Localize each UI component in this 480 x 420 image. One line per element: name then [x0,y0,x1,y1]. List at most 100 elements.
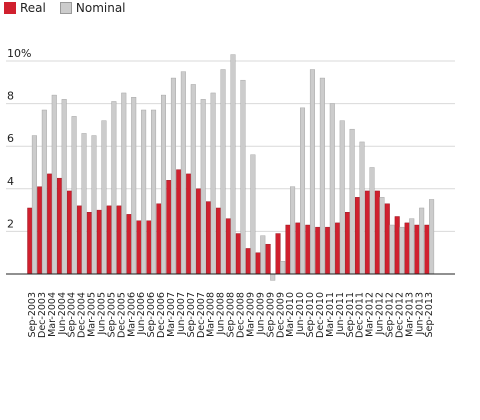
x-axis-labels: Sep-2003Dec-2003Mar-2004Jun-2004Sep-2004… [27,292,435,338]
bar-nominal [359,141,365,275]
x-tick-label: Dec-2011 [355,292,366,338]
y-axis-ticks: 2 4 6 8 10% [7,47,31,230]
bar-real [136,220,142,275]
x-tick-label: Mar-2012 [365,292,376,337]
legend-item-real: Real [4,1,46,15]
x-tick-label: Sep-2003 [27,292,38,338]
bar-real [116,205,122,275]
bar-nominal [31,135,37,275]
bar-nominal [389,224,395,275]
x-tick-label: Jun-2004 [57,292,68,335]
bar-real [374,190,380,275]
bar-real [275,233,281,275]
bar-nominal [270,273,276,281]
bar-real [86,212,92,275]
bar-nominal [170,77,176,275]
x-tick-label: Sep-2008 [226,292,237,338]
bar-nominal [429,199,435,275]
x-tick-label: Mar-2010 [285,292,296,337]
legend-swatch-nominal [59,2,72,14]
bar-real [315,226,321,275]
x-tick-label: Mar-2006 [126,292,137,337]
x-tick-label: Mar-2011 [325,292,336,337]
bar-real [196,188,202,275]
bar-nominal [200,99,206,275]
x-tick-label: Dec-2004 [77,292,88,338]
bar-nominal [240,79,246,275]
x-tick-label: Mar-2008 [206,292,217,337]
x-tick-label: Jun-2006 [136,292,147,335]
bar-real [57,177,63,275]
y-tick-label: 6 [7,132,14,145]
legend-item-nominal: Nominal [59,1,126,15]
x-tick-label: Dec-2009 [275,292,286,338]
x-tick-label: Mar-2004 [47,292,58,337]
bar-real [176,169,182,275]
x-tick-label: Sep-2006 [146,292,157,338]
x-tick-label: Dec-2008 [236,292,247,338]
x-tick-label: Sep-2011 [345,292,356,338]
x-tick-label: Jun-2010 [295,292,306,335]
bar-real [215,207,221,275]
bar-real [225,218,231,275]
bar-nominal [81,133,87,275]
x-tick-label: Dec-2012 [394,292,405,338]
bar-real [37,186,43,275]
x-tick-label: Sep-2013 [424,292,435,338]
bar-real [47,173,53,275]
x-tick-label: Jun-2005 [97,292,108,335]
bar-real [206,201,212,275]
bar-real [156,203,162,275]
bar-nominal [141,109,147,275]
bars [27,54,435,281]
x-tick-label: Sep-2012 [384,292,395,338]
bar-nominal [419,207,425,275]
bar-real [146,220,152,275]
bar-real [106,205,112,275]
bar-real [255,252,261,275]
bar-nominal [101,120,107,275]
bar-nominal [379,197,385,275]
bar-nominal [151,109,157,275]
bar-real [67,190,73,275]
bar-nominal [160,94,166,275]
x-tick-label: Dec-2003 [37,292,48,338]
bar-real [295,222,301,275]
bar-real [186,173,192,275]
bar-nominal [339,120,345,275]
x-tick-label: Mar-2005 [87,292,98,337]
bar-nominal [369,167,375,275]
bar-nominal [250,154,256,275]
x-tick-label: Mar-2007 [166,292,177,337]
bar-nominal [409,218,415,275]
bar-real [424,224,430,275]
x-tick-label: Jun-2012 [375,292,386,335]
y-tick-label: 10% [7,47,31,60]
bar-real [265,243,271,275]
x-tick-label: Jun-2011 [335,292,346,335]
bar-real [404,222,410,275]
x-tick-label: Sep-2007 [186,292,197,338]
bar-real [345,212,351,275]
bar-real [394,216,400,275]
x-tick-label: Dec-2006 [156,292,167,338]
x-tick-label: Dec-2007 [196,292,207,338]
bar-real [325,226,331,275]
bar-real [126,214,132,275]
bar-nominal [121,92,127,275]
bar-real [335,222,341,275]
bar-nominal [319,77,325,275]
bar-nominal [260,235,266,275]
bar-real [414,224,420,275]
bar-nominal [329,103,335,275]
bar-real [285,224,291,275]
bar-real [27,207,33,275]
bar-nominal [210,92,216,275]
x-tick-label: Dec-2010 [315,292,326,338]
bar-real [76,205,82,275]
bar-nominal [131,97,137,275]
bar-nominal [180,71,186,275]
bar-nominal [300,107,306,275]
bar-real [235,233,241,275]
